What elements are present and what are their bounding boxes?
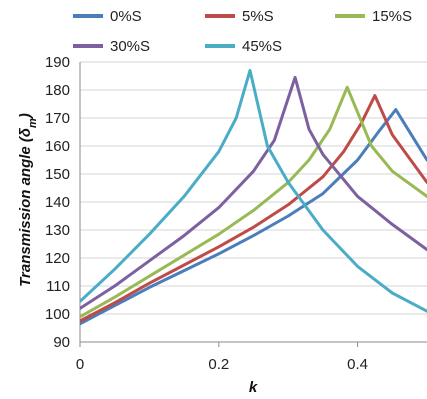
y-tick-label: 90 (53, 334, 70, 351)
series-lines (80, 68, 427, 326)
y-axis-title-main: Transmission angle (δ (17, 127, 34, 287)
y-tick-label: 160 (45, 138, 70, 155)
axes (79, 62, 427, 347)
x-tick-label: 0 (76, 356, 84, 373)
gridlines (80, 61, 427, 315)
y-tick-label: 120 (45, 250, 70, 267)
series-line-0pct-s (80, 108, 427, 326)
series-line-45pct-s (80, 68, 427, 313)
y-tick-label: 170 (45, 110, 70, 127)
y-axis-title: Transmission angle (δm) (17, 113, 39, 287)
y-tick-label: 130 (45, 222, 70, 239)
x-tick-label: 0.2 (208, 356, 229, 373)
tick-labels: 90 100 110 120 130 140 150 160 170 180 190 0 0.2 0.4 (45, 54, 368, 373)
y-tick-label: 140 (45, 194, 70, 211)
y-tick-label: 150 (45, 166, 70, 183)
y-tick-label: 110 (46, 278, 70, 295)
x-axis-title: k (249, 379, 258, 396)
x-tick-label: 0.4 (347, 356, 368, 373)
y-tick-label: 100 (45, 306, 70, 323)
y-tick-label: 190 (45, 54, 70, 71)
legend-entry-label: 5%S (242, 8, 274, 25)
legend-entry-label: 45%S (242, 38, 282, 55)
y-tick-label: 180 (45, 82, 70, 99)
legend-entry-label: 30%S (110, 38, 150, 55)
legend-entry-label: 0%S (110, 8, 142, 25)
series-line-5pct-s (80, 94, 427, 323)
y-axis-title-subscript: m (27, 118, 39, 128)
series-line-30pct-s (80, 75, 427, 310)
y-axis-title-end: ) (17, 113, 34, 120)
legend-entry-label: 15%S (372, 8, 412, 25)
legend: 0%S 5%S 15%S 30%S 45%S (73, 8, 412, 55)
